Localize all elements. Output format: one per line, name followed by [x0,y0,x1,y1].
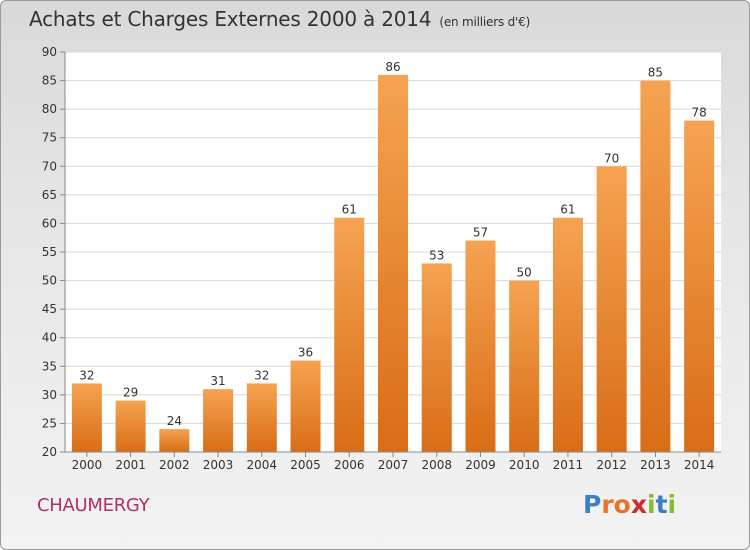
x-tick-label: 2008 [421,458,452,472]
bar [203,389,234,452]
logo-letter: r [601,490,614,519]
x-tick-label: 2005 [290,458,321,472]
bar [640,80,671,453]
bar [334,217,365,452]
bar [115,400,146,452]
data-label: 78 [691,106,706,120]
bar [71,383,102,452]
y-tick-label: 90 [42,45,57,59]
data-label: 61 [560,203,575,217]
commune-name: CHAUMERGY [37,495,150,516]
data-label: 36 [298,346,313,360]
bar [246,383,277,452]
bar [159,429,190,452]
x-tick-label: 2004 [247,458,278,472]
logo-letter: i [647,490,656,519]
data-label: 24 [167,414,182,428]
y-tick-label: 80 [42,102,57,116]
logo-letter: t [655,490,668,519]
x-tick-label: 2000 [72,458,103,472]
data-label: 61 [342,203,357,217]
x-tick-label: 2003 [203,458,234,472]
y-tick-label: 75 [42,131,57,145]
y-tick-label: 70 [42,159,57,173]
bar [552,217,583,452]
bar [378,74,408,452]
bar [421,263,452,452]
x-tick-label: 2010 [509,458,540,472]
y-tick-label: 20 [42,445,57,459]
x-tick-label: 2014 [684,458,715,472]
data-label: 50 [517,266,532,280]
x-tick-label: 2011 [553,458,584,472]
y-tick-label: 55 [42,245,57,259]
data-label: 32 [79,368,94,382]
y-tick-label: 50 [42,274,57,288]
y-tick-label: 45 [42,302,57,316]
y-tick-label: 60 [42,216,57,230]
y-tick-label: 85 [42,74,57,88]
logo-letter: i [667,490,677,519]
logo-letter: x [630,490,647,519]
data-label: 53 [429,248,444,262]
data-label: 86 [385,60,400,74]
bar [290,360,321,452]
chart-title: Achats et Charges Externes 2000 à 2014 (e… [29,7,530,31]
data-label: 70 [604,151,619,165]
bar [596,166,627,453]
data-label: 32 [254,368,269,382]
proxiti-logo: Proxiti [583,490,676,519]
x-tick-label: 2002 [159,458,190,472]
data-label: 29 [123,386,138,400]
logo-letter: P [583,490,602,519]
data-label: 57 [473,226,488,240]
y-tick-label: 30 [42,388,57,402]
x-tick-label: 2006 [334,458,365,472]
data-label: 85 [648,66,663,80]
x-tick-label: 2009 [465,458,496,472]
y-tick-label: 40 [42,331,57,345]
x-tick-label: 2007 [378,458,409,472]
x-tick-label: 2012 [596,458,627,472]
y-tick-label: 65 [42,188,57,202]
chart-unit: (en milliers d'€) [439,15,531,29]
bar [509,280,540,452]
y-tick-label: 35 [42,359,57,373]
bar [684,120,715,453]
data-label: 31 [210,374,225,388]
x-tick-label: 2001 [115,458,146,472]
chart-title-text: Achats et Charges Externes 2000 à 2014 [29,7,432,31]
x-tick-label: 2013 [640,458,671,472]
logo-letter: o [613,490,631,519]
y-tick-label: 25 [42,416,57,430]
bar [465,240,496,452]
